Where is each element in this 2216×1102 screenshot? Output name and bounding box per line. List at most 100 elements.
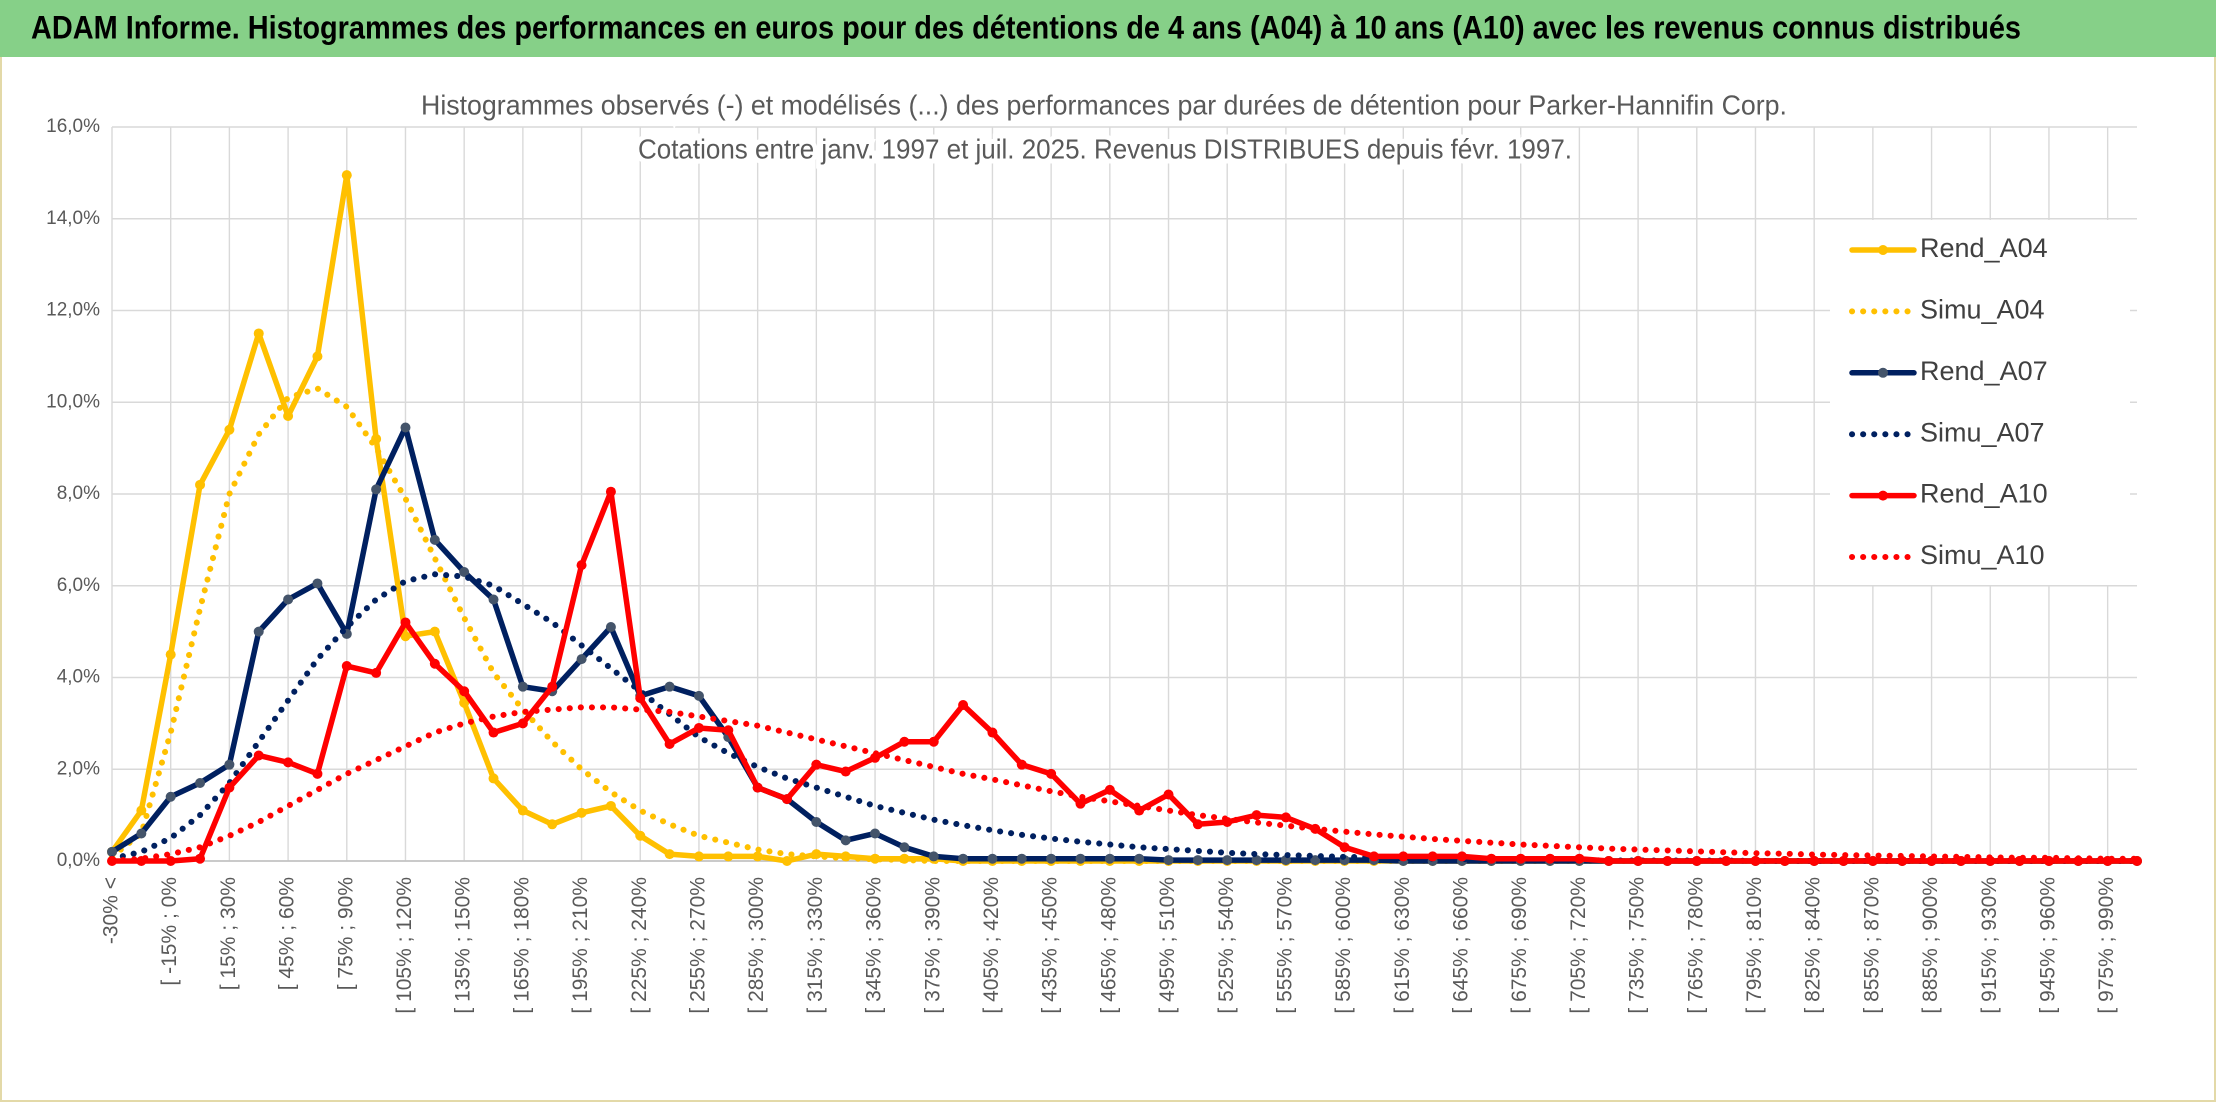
x-tick-label: [ 495% ; 510%	[1156, 877, 1179, 1014]
point	[429, 626, 440, 637]
point	[958, 700, 969, 711]
y-tick-label: 8,0%	[57, 483, 100, 504]
x-tick-label: [ 675% ; 690%	[1508, 877, 1531, 1014]
y-tick-label: 12,0%	[46, 300, 100, 321]
point	[782, 794, 792, 805]
point	[1838, 856, 1849, 866]
y-tick-label: 0,0%	[57, 850, 100, 871]
point	[165, 856, 176, 866]
point	[605, 800, 616, 811]
point	[1075, 853, 1086, 864]
point	[1310, 855, 1321, 866]
point	[195, 853, 206, 864]
x-tick-label: [ 645% ; 660%	[1450, 877, 1473, 1014]
point	[899, 842, 910, 853]
x-tick-label: [ 405% ; 420%	[980, 877, 1003, 1014]
point	[1867, 856, 1878, 866]
x-tick-label: [ 255% ; 270%	[687, 877, 710, 1014]
point	[400, 617, 411, 628]
point	[958, 853, 969, 864]
y-tick-label: 10,0%	[46, 391, 100, 412]
point	[1075, 798, 1086, 809]
point	[987, 853, 998, 864]
y-tick-label: 2,0%	[57, 758, 100, 779]
point	[253, 328, 264, 339]
x-tick-label: [ 45% ; 60%	[276, 877, 299, 990]
point	[341, 170, 352, 181]
point	[488, 773, 499, 784]
legend-label: Simu_A10	[1920, 540, 2045, 570]
point	[224, 759, 235, 770]
plot	[107, 170, 2142, 866]
point	[840, 766, 851, 777]
point	[400, 422, 411, 433]
overlay: Histogrammes observés (-) et modélisés (…	[416, 84, 1792, 169]
point	[1046, 853, 1057, 864]
legend-marker	[1878, 367, 1888, 378]
point	[136, 828, 147, 839]
legend-marker	[1878, 490, 1888, 501]
x-tick-label: [ 315% ; 330%	[804, 877, 827, 1014]
legend-box	[1830, 220, 2130, 585]
point	[341, 661, 352, 672]
series-line	[109, 488, 2140, 864]
x-tick-label: [ 345% ; 360%	[863, 877, 886, 1014]
legend-label: Rend_A07	[1920, 356, 2048, 386]
point	[312, 768, 323, 779]
header-title: ADAM Informe. Histogrammes des performan…	[31, 9, 2021, 45]
point	[1222, 855, 1233, 866]
point	[928, 851, 939, 862]
point	[576, 654, 587, 665]
point	[1721, 856, 1732, 866]
point	[1016, 853, 1027, 864]
point	[195, 479, 206, 490]
point	[1574, 853, 1585, 864]
point	[1192, 855, 1203, 866]
point	[312, 578, 323, 589]
x-tick-label: [ 285% ; 300%	[745, 877, 768, 1014]
point	[664, 681, 675, 692]
point	[1104, 784, 1115, 795]
point	[517, 681, 528, 692]
x-tick-label: [ 555% ; 570%	[1273, 877, 1296, 1014]
point	[605, 622, 616, 633]
x-tick-label: [ 615% ; 630%	[1391, 877, 1414, 1014]
point	[429, 534, 440, 545]
point	[488, 594, 499, 605]
x-tick-label: [ 765% ; 780%	[1684, 877, 1707, 1014]
series-line	[109, 704, 2140, 864]
point	[371, 667, 382, 678]
point	[1339, 842, 1350, 853]
point	[723, 725, 734, 736]
point	[253, 750, 264, 761]
point	[811, 817, 822, 828]
point	[1251, 810, 1262, 821]
x-tick-label: -30% <	[100, 877, 123, 944]
x-tick-label: [ 435% ; 450%	[1039, 877, 1062, 1014]
point	[605, 486, 616, 497]
x-tick-label: [ 915% ; 930%	[1978, 877, 2001, 1014]
legend-label: Rend_A04	[1920, 233, 2048, 263]
point	[1427, 851, 1438, 862]
point	[1750, 856, 1761, 866]
point	[723, 851, 734, 862]
legend: Rend_A04 Simu_A04 Rend_A07 Simu_A07 Rend_A10…	[1830, 220, 2130, 585]
point	[107, 846, 117, 857]
point	[1779, 856, 1790, 866]
x-tick-label: [ 165% ; 180%	[510, 877, 533, 1014]
point	[1398, 851, 1409, 862]
y-tick-label: 16,0%	[46, 116, 100, 137]
point	[1134, 853, 1145, 864]
point	[576, 807, 587, 818]
point	[752, 851, 763, 862]
chart-subtitle: Cotations entre janv. 1997 et juil. 2025…	[638, 133, 1572, 164]
y-tick-label: 4,0%	[57, 667, 100, 688]
x-tick-label: [ 825% ; 840%	[1802, 877, 1825, 1014]
point	[899, 736, 910, 747]
point	[635, 693, 646, 704]
point	[1662, 856, 1673, 866]
point	[1280, 812, 1291, 823]
point	[870, 853, 881, 864]
point	[1603, 856, 1614, 866]
